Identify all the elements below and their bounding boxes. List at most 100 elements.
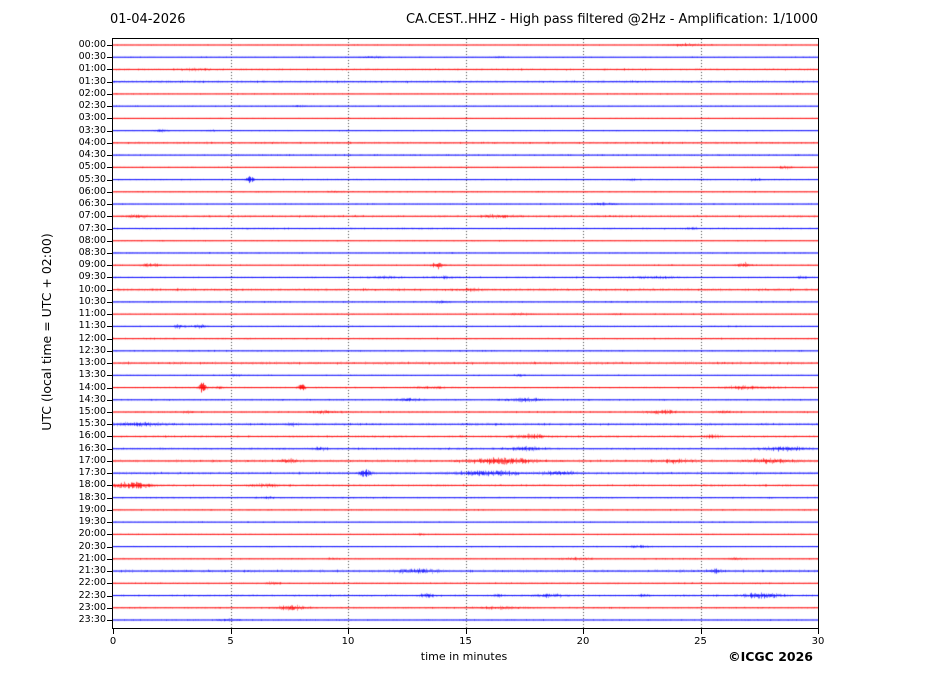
y-tick-label: 17:30 [78, 467, 106, 479]
y-tick-mark [107, 583, 112, 584]
y-tick-mark [107, 192, 112, 193]
y-tick-label: 12:00 [78, 332, 106, 344]
y-tick-mark [107, 498, 112, 499]
y-tick-mark [107, 216, 112, 217]
y-tick-label: 21:30 [78, 565, 106, 577]
x-tick-label: 10 [341, 636, 355, 647]
y-tick-mark [107, 229, 112, 230]
y-tick-label: 07:00 [78, 210, 106, 222]
y-tick-mark [107, 277, 112, 278]
y-tick-label: 22:00 [78, 577, 106, 589]
x-tick-label: 15 [459, 636, 472, 647]
y-tick-label: 06:30 [78, 198, 106, 210]
x-tick-mark [466, 629, 467, 634]
y-tick-mark [107, 314, 112, 315]
y-tick-mark [107, 596, 112, 597]
y-tick-mark [107, 534, 112, 535]
y-tick-mark [107, 253, 112, 254]
y-tick-mark [107, 424, 112, 425]
y-tick-label: 08:30 [78, 246, 106, 258]
y-tick-mark [107, 363, 112, 364]
y-tick-label: 07:30 [78, 222, 106, 234]
y-tick-label: 23:00 [78, 601, 106, 613]
y-tick-label: 22:30 [78, 589, 106, 601]
y-tick-label: 09:00 [78, 259, 106, 271]
x-tick-mark [701, 629, 702, 634]
y-tick-label: 16:00 [78, 430, 106, 442]
y-tick-mark [107, 449, 112, 450]
y-tick-label: 23:30 [78, 613, 106, 625]
y-tick-mark [107, 559, 112, 560]
y-tick-mark [107, 510, 112, 511]
x-tick-label: 0 [109, 636, 117, 647]
y-tick-mark [107, 436, 112, 437]
y-tick-mark [107, 571, 112, 572]
y-tick-mark [107, 106, 112, 107]
y-tick-label: 05:30 [78, 173, 106, 185]
y-tick-mark [107, 131, 112, 132]
x-tick-mark [231, 629, 232, 634]
y-tick-label: 19:00 [78, 503, 106, 515]
y-tick-mark [107, 204, 112, 205]
y-tick-mark [107, 155, 112, 156]
y-tick-label: 02:00 [78, 87, 106, 99]
x-axis-title: time in minutes [420, 650, 508, 663]
y-axis-title: UTC (local time = UTC + 02:00) [39, 233, 54, 431]
y-tick-mark [107, 180, 112, 181]
y-tick-mark [107, 412, 112, 413]
y-tick-mark [107, 57, 112, 58]
y-tick-label: 15:00 [78, 406, 106, 418]
y-tick-label: 11:30 [78, 320, 106, 332]
y-tick-label: 20:00 [78, 528, 106, 540]
y-tick-label: 18:00 [78, 479, 106, 491]
x-tick-label: 20 [576, 636, 590, 647]
x-tick-mark [818, 629, 819, 634]
y-tick-mark [107, 94, 112, 95]
y-tick-mark [107, 326, 112, 327]
y-tick-mark [107, 167, 112, 168]
y-tick-label: 17:00 [78, 454, 106, 466]
y-tick-label: 10:00 [78, 283, 106, 295]
seismogram-canvas [113, 39, 818, 628]
y-tick-mark [107, 118, 112, 119]
plot-frame [112, 38, 819, 629]
y-tick-label: 04:30 [78, 149, 106, 161]
copyright-label: ©ICGC 2026 [728, 649, 813, 664]
y-tick-mark [107, 375, 112, 376]
y-tick-label: 14:00 [78, 381, 106, 393]
y-tick-mark [107, 143, 112, 144]
x-tick-label: 5 [227, 636, 234, 647]
y-tick-mark [107, 241, 112, 242]
y-tick-mark [107, 45, 112, 46]
y-tick-label: 11:00 [78, 308, 106, 320]
y-tick-mark [107, 265, 112, 266]
y-tick-mark [107, 82, 112, 83]
y-tick-label: 05:00 [78, 161, 106, 173]
y-tick-mark [107, 302, 112, 303]
y-tick-label: 09:30 [78, 271, 106, 283]
y-tick-label: 14:30 [78, 393, 106, 405]
x-tick-mark [113, 629, 114, 634]
x-tick-mark [348, 629, 349, 634]
y-tick-label: 04:00 [78, 136, 106, 148]
y-tick-label: 06:00 [78, 185, 106, 197]
y-tick-mark [107, 485, 112, 486]
y-tick-label: 12:30 [78, 344, 106, 356]
y-tick-label: 21:00 [78, 552, 106, 564]
y-tick-label: 03:30 [78, 124, 106, 136]
y-tick-label: 01:00 [78, 63, 106, 75]
y-tick-mark [107, 400, 112, 401]
y-tick-label: 13:00 [78, 357, 106, 369]
y-tick-label: 19:30 [78, 516, 106, 528]
chart-title: CA.CEST..HHZ - High pass filtered @2Hz -… [405, 12, 818, 27]
y-tick-label: 02:30 [78, 100, 106, 112]
y-tick-mark [107, 522, 112, 523]
y-tick-label: 08:00 [78, 234, 106, 246]
y-tick-label: 03:00 [78, 112, 106, 124]
y-tick-label: 18:30 [78, 491, 106, 503]
y-tick-label: 20:30 [78, 540, 106, 552]
y-tick-mark [107, 461, 112, 462]
y-tick-label: 10:30 [78, 295, 106, 307]
y-tick-mark [107, 473, 112, 474]
x-tick-label: 30 [811, 636, 825, 647]
